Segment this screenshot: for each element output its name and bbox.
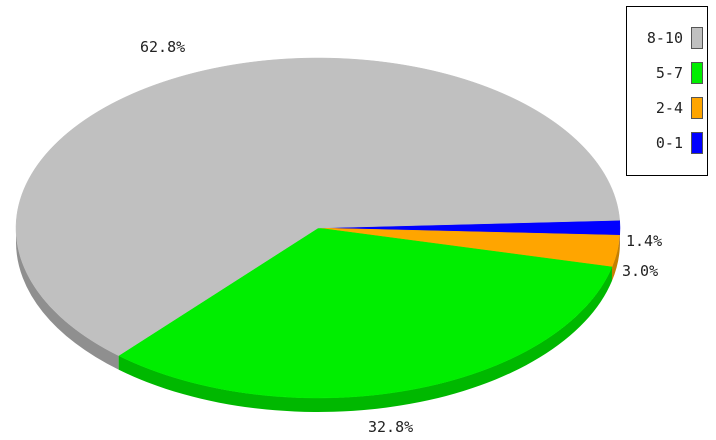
slice-label-0-1: 1.4% [626,232,663,250]
slice-label-2-4: 3.0% [622,262,659,280]
legend-swatch [691,132,703,154]
slice-label-5-7: 32.8% [368,418,414,436]
pie-slice-5-7 [118,227,613,399]
legend-swatch [691,27,703,49]
chart-legend: 8-10 5-7 2-4 0-1 [626,6,708,176]
legend-label: 5-7 [655,64,683,82]
legend-item-5-7: 5-7 [627,60,709,88]
pie-side-8-10 [16,228,119,370]
legend-swatch [691,97,703,119]
legend-item-2-4: 2-4 [627,95,709,123]
slice-label-8-10: 62.8% [140,38,186,56]
legend-label: 0-1 [655,134,683,152]
legend-item-8-10: 8-10 [627,25,709,53]
legend-swatch [691,62,703,84]
legend-label: 2-4 [655,99,683,117]
pie-side-5-7 [118,266,612,412]
pie-side-2-4 [611,235,620,281]
legend-label: 8-10 [646,29,683,47]
legend-item-0-1: 0-1 [627,130,709,158]
pie-slice-8-10 [15,57,620,356]
